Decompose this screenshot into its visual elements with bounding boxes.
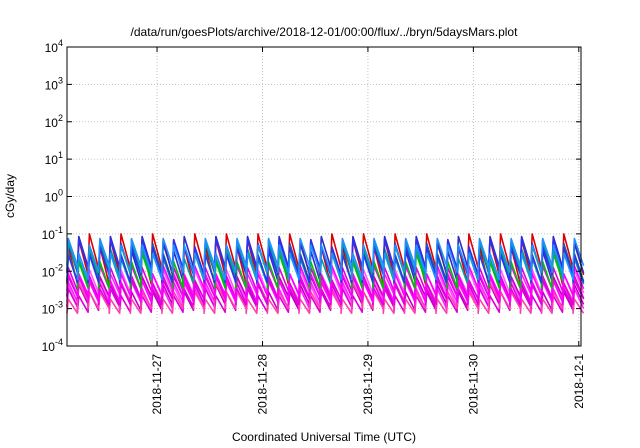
y-axis-label: cGy/day bbox=[3, 174, 17, 218]
grid-lines bbox=[67, 47, 581, 346]
x-axis-ticks: 2018-11-27 2018-11-28 2018-11-29 2018-11-30… bbox=[150, 47, 586, 415]
plot-frame bbox=[66, 46, 582, 347]
y-tick-label: 102 bbox=[45, 113, 63, 130]
y-tick-label: 103 bbox=[45, 75, 63, 92]
series-lines bbox=[66, 233, 585, 315]
y-tick-label: 10-1 bbox=[42, 225, 63, 242]
x-tick-label: 2018-11-28 bbox=[255, 354, 269, 415]
x-tick-label: 2018-11-30 bbox=[466, 354, 480, 415]
x-tick-label: 2018-12-1 bbox=[572, 354, 586, 409]
y-tick-label: 104 bbox=[45, 38, 63, 55]
chart-title: /data/run/goesPlots/archive/2018-12-01/0… bbox=[131, 25, 519, 39]
y-tick-label: 10-3 bbox=[42, 300, 63, 317]
y-tick-label: 10-2 bbox=[42, 262, 63, 279]
x-tick-label: 2018-11-29 bbox=[361, 354, 375, 415]
y-tick-label: 101 bbox=[45, 150, 63, 167]
x-axis-label: Coordinated Universal Time (UTC) bbox=[232, 430, 416, 444]
y-tick-label: 100 bbox=[45, 188, 63, 205]
y-tick-label: 10-4 bbox=[42, 337, 63, 354]
series-line bbox=[66, 265, 585, 303]
y-axis-ticks: 10-4 10-3 10-2 10-1 100 101 102 103 104 bbox=[42, 38, 581, 354]
x-tick-label: 2018-11-27 bbox=[150, 354, 164, 415]
series-line bbox=[66, 237, 585, 281]
